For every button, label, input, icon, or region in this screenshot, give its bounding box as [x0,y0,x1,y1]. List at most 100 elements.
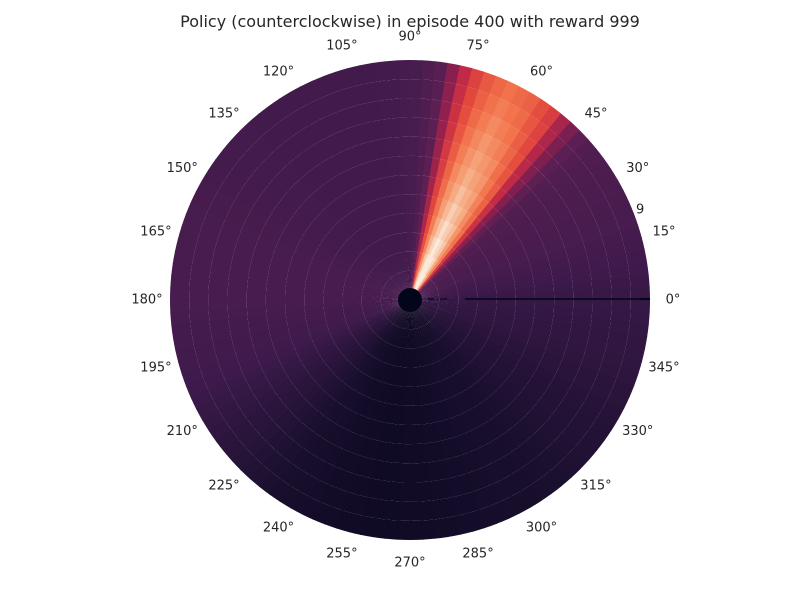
heatmap-cell [556,120,580,144]
heatmap-cell [280,415,302,437]
heatmap-cell [375,239,389,259]
heatmap-cell [464,364,482,383]
heatmap-cell [466,407,483,429]
heatmap-cell [460,214,477,233]
heatmap-cell [408,79,422,99]
heatmap-cell [412,271,418,291]
heatmap-cell [332,256,352,270]
heatmap-cell [223,438,247,462]
heatmap-cell [370,339,384,357]
heatmap-cell [504,242,525,257]
heatmap-cell [442,333,458,351]
heatmap-cell [439,301,459,306]
heatmap-cell [604,340,627,358]
heatmap-cell [288,215,309,233]
heatmap-cell [513,273,534,284]
heatmap-cell [510,326,531,339]
heatmap-cell [402,232,408,252]
heatmap-cell [467,194,484,215]
heatmap-cell [451,321,471,334]
heatmap-cell [406,309,410,330]
heatmap-cell [324,233,343,250]
heatmap-cell [547,336,568,351]
heatmap-cell [501,452,521,475]
heatmap-cell [480,346,500,363]
heatmap-cell [480,374,499,393]
heatmap-cell [447,436,462,458]
heatmap-cell [405,367,411,387]
heatmap-cell [514,310,535,320]
heatmap-cell [310,256,331,270]
heatmap-cell [222,139,246,162]
heatmap-cell [344,452,361,474]
heatmap-cell [170,311,191,327]
heatmap-cell [625,248,648,266]
heatmap-cell [301,231,322,248]
heatmap-cell [524,434,546,457]
heatmap-cell [418,253,428,273]
heatmap-cell [552,314,573,326]
heatmap-cell [253,135,276,159]
heatmap-cell [289,368,310,386]
heatmap-cell [215,347,237,364]
heatmap-cell [386,281,403,295]
heatmap-cell [364,497,380,519]
heatmap-cell [352,185,367,206]
heatmap-cell [533,312,554,323]
heatmap-cell [391,307,405,324]
heatmap-cell [348,235,365,253]
heatmap-cell [592,288,612,300]
heatmap-cell [413,272,422,291]
heatmap-cell [293,337,314,352]
heatmap-cell [412,271,420,291]
heatmap-cell [411,309,415,330]
heatmap-cell [253,442,276,465]
heatmap-cell [403,309,409,329]
heatmap-cell [286,316,307,327]
heatmap-cell [389,117,402,138]
heatmap-cell [347,370,364,390]
heatmap-cell [396,60,410,80]
heatmap-cell [316,211,336,230]
heatmap-cell [529,98,552,122]
heatmap-cell [506,208,527,227]
heatmap-cell [392,327,402,347]
heatmap-cell [457,473,474,495]
heatmap-cell [409,194,416,214]
heatmap-cell [231,333,253,349]
heatmap-cell [189,300,209,313]
heatmap-cell [436,280,456,290]
heatmap-cell [472,381,490,402]
heatmap-cell [351,263,370,277]
heatmap-cell [374,361,387,382]
heatmap-cell [390,404,400,425]
heatmap-cell [318,343,338,359]
heatmap-cell [279,485,301,509]
heatmap-cell [419,303,438,312]
heatmap-cell [412,348,418,368]
heatmap-cell [519,462,541,486]
heatmap-cell [421,325,433,345]
heatmap-cell [415,347,421,368]
heatmap-cell [372,459,386,481]
heatmap-cell [410,424,419,445]
heatmap-cell [410,367,415,387]
heatmap-cell [358,416,372,438]
heatmap-cell [351,232,368,251]
heatmap-cell [224,170,247,192]
heatmap-cell [335,361,353,380]
heatmap-cell [493,272,514,282]
heatmap-cell [230,130,254,154]
heatmap-cell [411,328,416,349]
heatmap-cell [472,487,491,511]
heatmap-cell [252,337,274,352]
heatmap-cell [381,302,401,308]
heatmap-cell [456,210,473,230]
heatmap-cell [247,274,268,286]
heatmap-cell [394,308,406,326]
heatmap-cell [323,303,343,310]
heatmap-cell [419,303,438,311]
heatmap-cell [326,273,346,283]
heatmap-cell [440,81,456,103]
heatmap-cell [171,262,192,279]
